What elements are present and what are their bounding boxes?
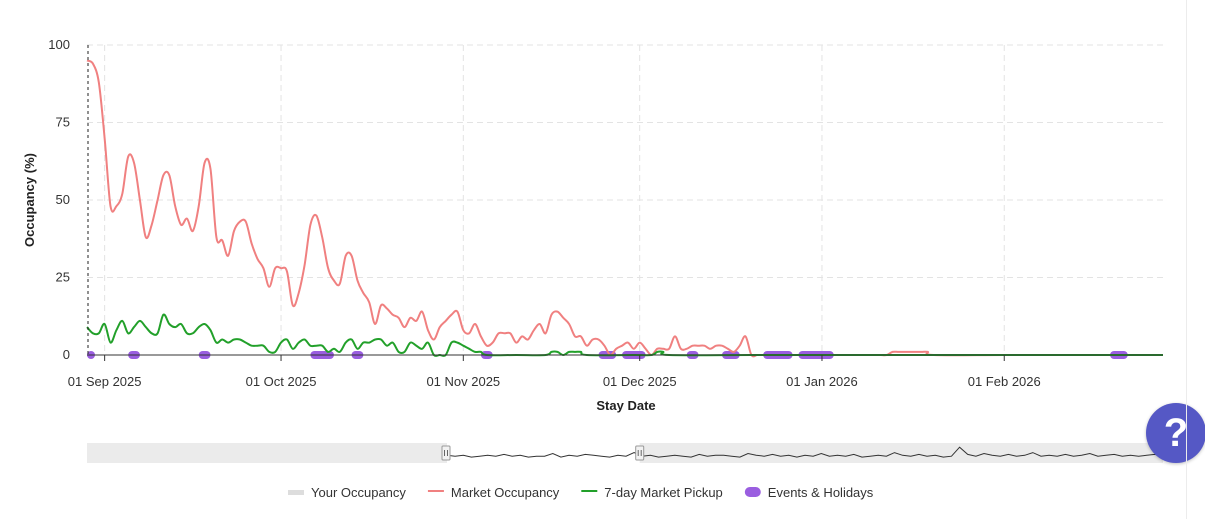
legend-item-2[interactable]: 7-day Market Pickup <box>581 485 723 500</box>
x-tick-label: 01 Feb 2026 <box>968 374 1041 389</box>
legend-label: 7-day Market Pickup <box>604 485 723 500</box>
navigator-handle-right[interactable] <box>635 445 645 461</box>
y-axis-ticks: 0 25 50 75 100 <box>48 37 70 362</box>
legend: Your Occupancy Market Occupancy 7-day Mark… <box>288 485 874 500</box>
y-tick-label: 100 <box>48 37 70 52</box>
legend-swatch <box>288 490 304 495</box>
y-tick-label: 25 <box>56 270 70 285</box>
help-button[interactable]: ? <box>1146 403 1205 463</box>
legend-item-1[interactable]: Market Occupancy <box>427 485 560 500</box>
series-line-2 <box>86 313 1163 357</box>
navigator-line <box>446 446 1164 458</box>
legend-item-0[interactable]: Your Occupancy <box>288 485 406 500</box>
legend-item-3[interactable]: Events & Holidays <box>744 485 874 500</box>
series-layer <box>86 59 1163 358</box>
navigator-mask-right <box>639 443 1163 463</box>
y-tick-label: 75 <box>56 115 70 130</box>
page-divider <box>1186 0 1187 519</box>
navigator-mask-left <box>87 443 447 463</box>
x-tick-label: 01 Dec 2025 <box>603 374 677 389</box>
x-tick-label: 01 Nov 2025 <box>426 374 500 389</box>
legend-swatch <box>427 490 444 492</box>
series-line-1 <box>86 59 1163 358</box>
range-navigator[interactable] <box>87 443 1164 463</box>
legend-swatch <box>581 490 598 492</box>
legend-label: Your Occupancy <box>311 485 406 500</box>
x-axis-ticks: 01 Sep 2025 01 Oct 2025 01 Nov 2025 01 Dec … <box>68 355 1041 389</box>
x-tick-label: 01 Oct 2025 <box>246 374 317 389</box>
x-tick-label: 01 Sep 2025 <box>68 374 142 389</box>
navigator-handle-left[interactable] <box>441 445 451 461</box>
x-axis-title: Stay Date <box>596 398 655 413</box>
question-mark-icon: ? <box>1163 410 1189 455</box>
y-tick-label: 0 <box>63 347 70 362</box>
legend-label: Market Occupancy <box>451 485 560 500</box>
y-axis-title: Occupancy (%) <box>22 153 37 247</box>
grid-lines <box>87 44 1163 355</box>
legend-swatch <box>744 487 761 497</box>
legend-label: Events & Holidays <box>768 485 874 500</box>
y-tick-label: 50 <box>56 192 70 207</box>
x-tick-label: 01 Jan 2026 <box>786 374 858 389</box>
